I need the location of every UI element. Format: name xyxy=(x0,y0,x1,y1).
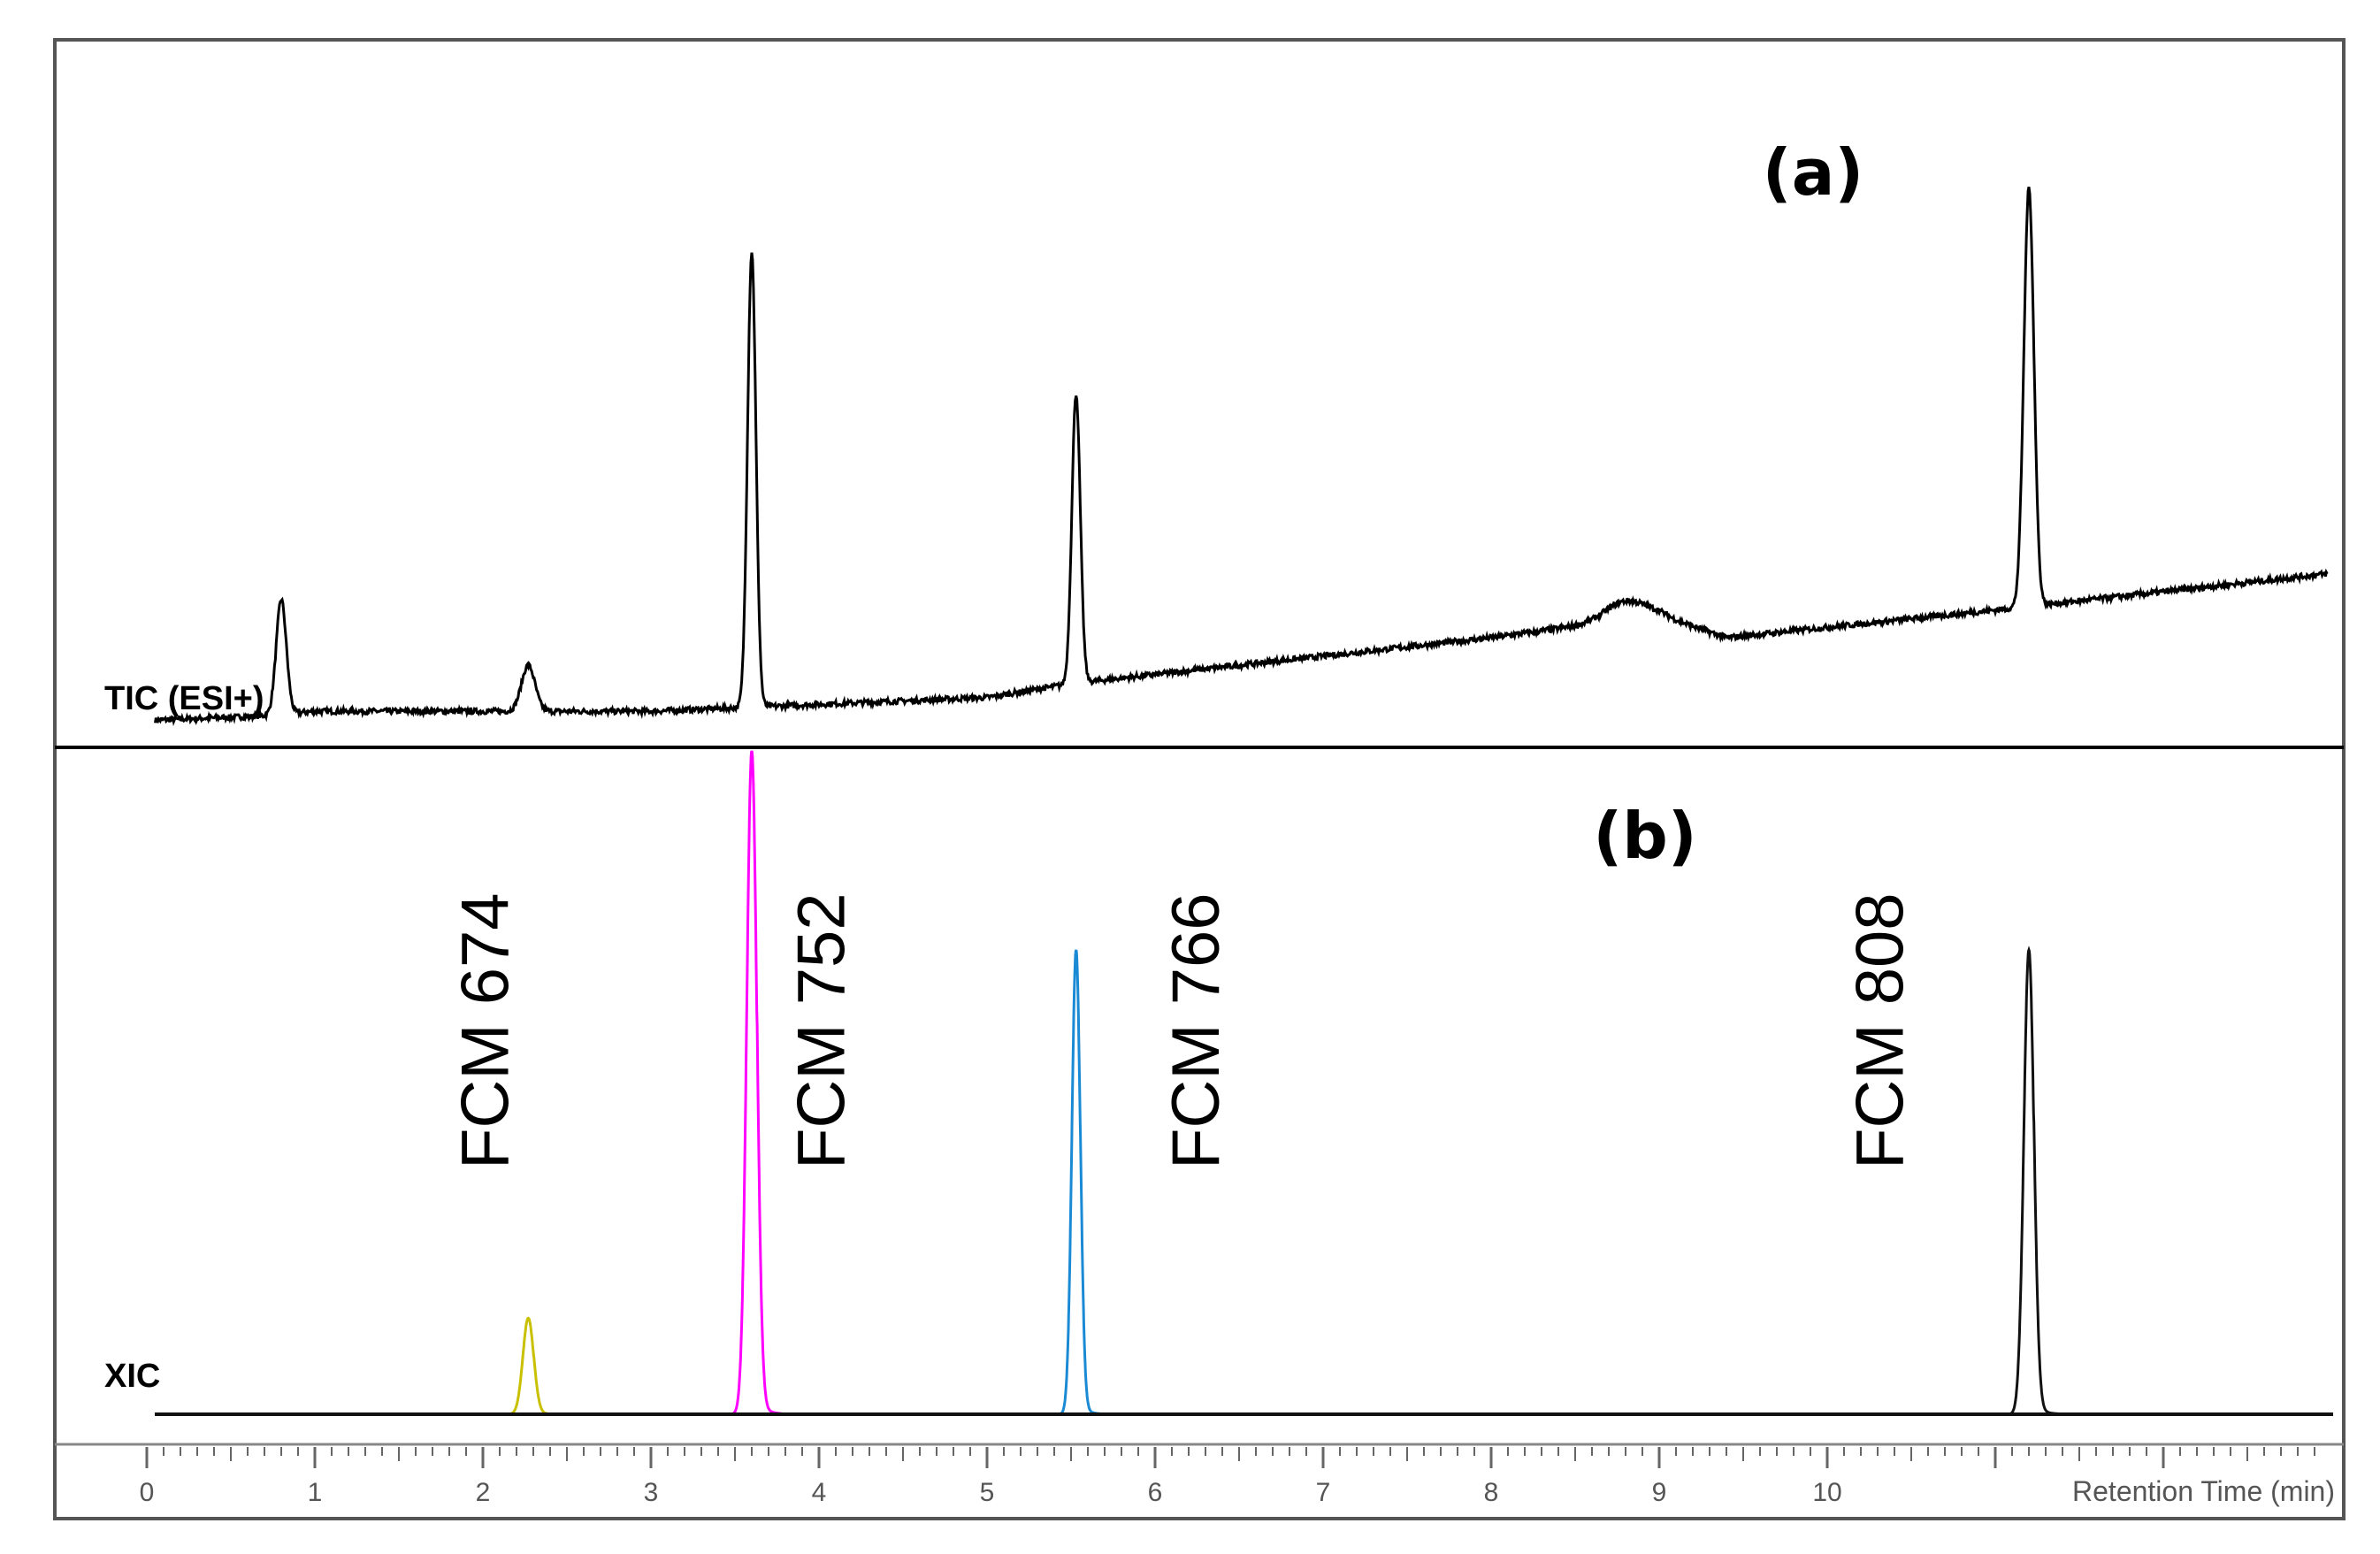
x-tick-label: 4 xyxy=(812,1478,827,1507)
figure-frame xyxy=(53,38,2346,1520)
compound-label-4: FCM 808 xyxy=(1843,892,1918,1169)
x-tick-label: 0 xyxy=(140,1478,155,1507)
x-tick-label: 10 xyxy=(1812,1478,1841,1507)
x-axis: 0 1 2 3 4 5 6 7 8 9 10 Retention Time (min) xyxy=(140,1447,2335,1507)
x-tick-label: 2 xyxy=(476,1478,491,1507)
compound-annotations: FCM 674 FCM 752 FCM 766 FCM 808 xyxy=(448,892,1918,1169)
panel-a: (a) TIC (ESI+) xyxy=(104,135,2329,726)
x-axis-title: Retention Time (min) xyxy=(2072,1475,2335,1507)
compound-label-2: FCM 752 xyxy=(784,892,860,1169)
xic-trace-label: XIC xyxy=(104,1358,160,1395)
x-tick-label: 9 xyxy=(1652,1478,1667,1507)
x-tick-label: 8 xyxy=(1484,1478,1499,1507)
panel-b: (b) XIC FCM 674 FCM 752 FCM 766 FCM 808 xyxy=(104,750,2333,1416)
x-axis-tick-labels: 0 1 2 3 4 5 6 7 8 9 10 xyxy=(140,1478,1842,1507)
xic-trace-2 xyxy=(731,750,783,1416)
x-tick-label: 3 xyxy=(644,1478,659,1507)
compound-label-3: FCM 766 xyxy=(1159,892,1234,1169)
panel-b-label: (b) xyxy=(1593,799,1696,873)
tic-trace xyxy=(154,187,2329,726)
x-tick-label: 1 xyxy=(308,1478,323,1507)
x-tick-label: 6 xyxy=(1148,1478,1163,1507)
x-axis-ticks xyxy=(145,1447,2315,1468)
tic-trace-label: TIC (ESI+) xyxy=(104,680,264,717)
panel-a-label: (a) xyxy=(1763,135,1863,210)
compound-label-1: FCM 674 xyxy=(448,892,524,1169)
x-tick-label: 5 xyxy=(980,1478,995,1507)
x-tick-label: 7 xyxy=(1316,1478,1331,1507)
